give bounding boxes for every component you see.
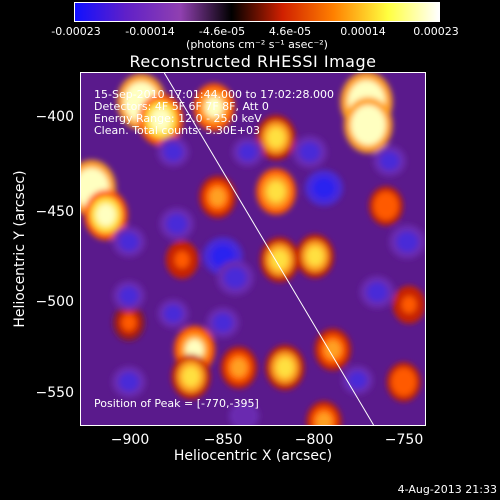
heatmap-negative-blob — [213, 313, 233, 332]
y-tick-label: −550 — [35, 385, 74, 401]
heatmap-positive-blob — [267, 127, 285, 148]
solar-limb-line — [163, 73, 375, 425]
heatmap-positive-blob — [230, 358, 247, 377]
heatmap-positive-blob — [267, 181, 286, 202]
heatmap-positive-blob — [174, 251, 190, 269]
chart-title: Reconstructed RHESSI Image — [129, 52, 377, 71]
heatmap-negative-blob — [379, 151, 400, 171]
heatmap-positive-blob — [121, 314, 136, 331]
info-detectors: Detectors: 4F 5F 6F 7F 8F, Att 0 — [94, 100, 269, 113]
y-tick-label: −400 — [35, 109, 74, 125]
x-tick-label: −850 — [203, 432, 243, 448]
info-total-counts: Clean. Total counts: 5.30E+03 — [94, 124, 261, 137]
x-tick-label: −900 — [110, 432, 150, 448]
x-axis-label: Heliocentric X (arcsec) — [173, 448, 333, 464]
y-axis-label: Heliocentric Y (arcsec) — [12, 170, 28, 328]
heatmap-positive-blob — [316, 412, 332, 425]
plot-area — [80, 72, 426, 426]
heatmap-negative-blob — [163, 304, 183, 323]
peak-position-label: Position of Peak = [-770,-395] — [94, 397, 259, 410]
heatmap-blobs — [81, 73, 425, 425]
heatmap-negative-blob — [366, 282, 388, 302]
heatmap-negative-blob — [348, 371, 367, 389]
heatmap-positive-blob — [204, 96, 224, 118]
heatmap-svg — [81, 73, 425, 425]
heatmap-positive-blob — [306, 246, 324, 266]
colorbar-units: (photons cm⁻² s⁻¹ asec⁻²) — [186, 38, 328, 51]
info-energy-range: Energy Range: 12.0 - 25.0 keV — [94, 112, 262, 125]
heatmap-negative-blob — [163, 143, 183, 161]
heatmap-positive-blob — [324, 340, 341, 360]
heatmap-positive-blob — [378, 197, 394, 215]
y-tick-label: −500 — [35, 294, 74, 310]
heatmap-negative-blob — [119, 286, 139, 305]
heatmap-negative-blob — [118, 372, 139, 392]
heatmap-positive-blob — [276, 357, 294, 378]
heatmap-negative-blob — [238, 143, 257, 161]
heatmap-negative-blob — [312, 177, 336, 199]
heatmap-negative-blob — [235, 407, 254, 425]
heatmap-negative-blob — [166, 214, 188, 234]
heatmap-positive-blob — [209, 187, 226, 207]
colorbar-tick-label: 0.00014 — [340, 25, 386, 38]
info-time-range: 15-Sep-2010 17:01:44.000 to 17:02:28.000 — [94, 88, 334, 101]
heatmap-negative-blob — [396, 231, 419, 253]
y-tick-label: −450 — [35, 204, 74, 220]
x-tick-label: −750 — [384, 432, 424, 448]
colorbar-tick-label: 0.00023 — [413, 25, 459, 38]
footer-date: 4-Aug-2013 21:33 — [397, 483, 497, 496]
heatmap-negative-blob — [224, 267, 247, 289]
x-tick-label: −800 — [294, 432, 334, 448]
colorbar-tick-label: -4.6e-05 — [198, 25, 246, 38]
heatmap-positive-blob — [401, 296, 417, 314]
colorbar-tick-label: -0.00023 — [51, 25, 101, 38]
heatmap-positive-blob — [270, 249, 289, 270]
colorbar — [74, 2, 440, 22]
colorbar-tick-label: 4.6e-05 — [268, 25, 312, 38]
heatmap-negative-blob — [299, 142, 321, 162]
colorbar-tick-label: -0.00014 — [125, 25, 175, 38]
heatmap-positive-blob — [96, 203, 116, 227]
heatmap-positive-blob — [357, 112, 380, 138]
heatmap-negative-blob — [119, 232, 139, 252]
heatmap-positive-blob — [396, 373, 412, 391]
heatmap-positive-blob — [182, 366, 200, 387]
heatmap-positive-blob — [150, 108, 171, 132]
